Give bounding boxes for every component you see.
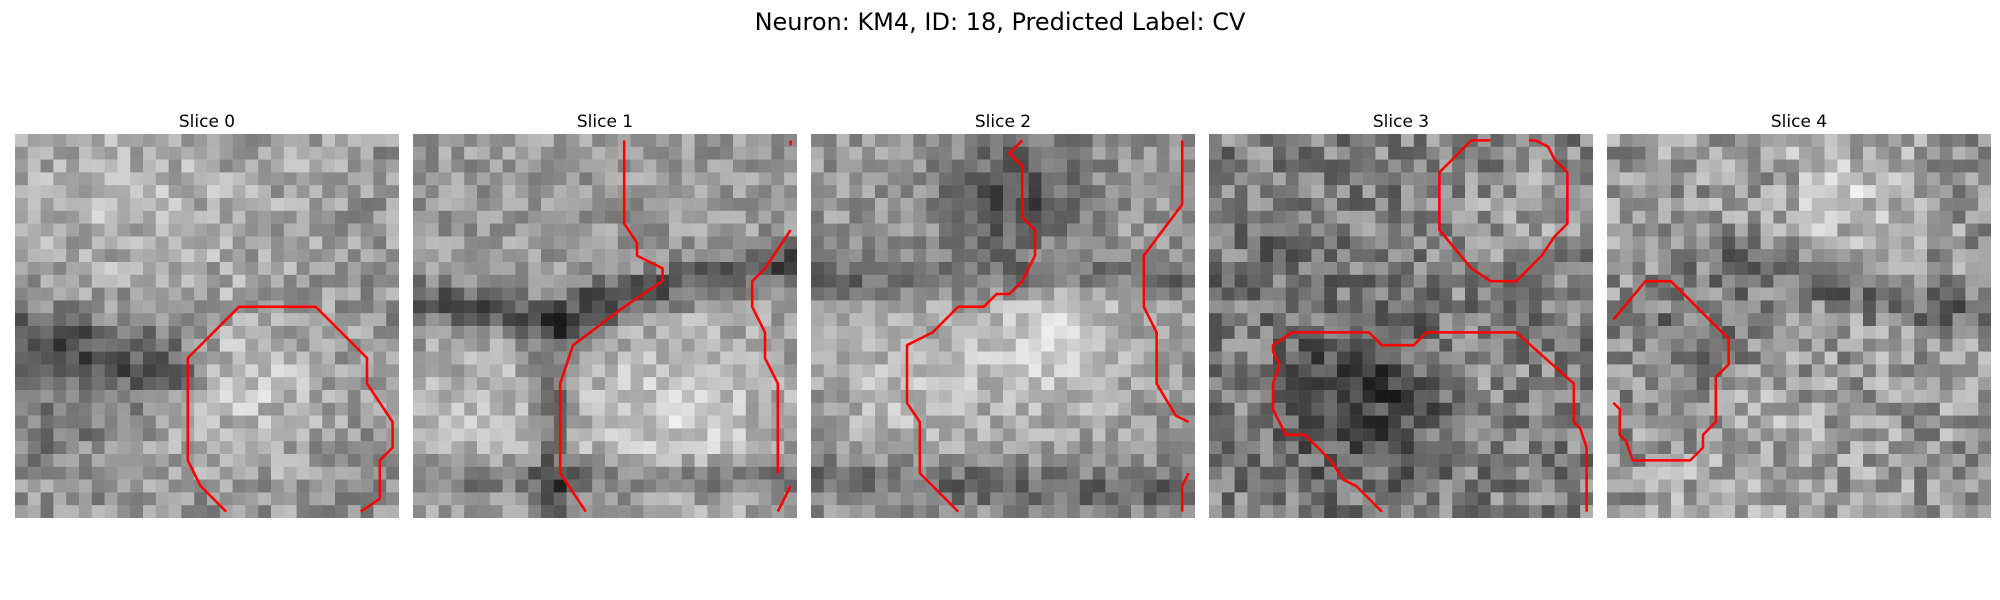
segmentation-contour (1438, 139, 1569, 283)
slice-title: Slice 4 (1770, 112, 1828, 132)
segmentation-contour (558, 140, 664, 513)
slice-title: Slice 3 (1372, 112, 1430, 132)
slice-pixels (1209, 134, 1593, 518)
segmentation-contour (1271, 331, 1588, 513)
slice-panel-0: Slice 0 (15, 110, 399, 518)
slice-panel-4: Slice 4 (1607, 110, 1991, 518)
slice-panel-3: Slice 3 (1209, 110, 1593, 518)
slice-title: Slice 2 (974, 112, 1032, 132)
segmentation-contour (750, 229, 792, 474)
slice-pixels (811, 134, 1195, 518)
segmentation-contour (1142, 140, 1190, 424)
slice-image (811, 134, 1195, 518)
segmentation-contour (1612, 279, 1730, 462)
slice-title: Slice 1 (576, 112, 634, 132)
figure-title: Neuron: KM4, ID: 18, Predicted Label: CV (754, 8, 1246, 36)
slice-panel-2: Slice 2 (811, 110, 1195, 518)
slice-pixels (15, 134, 399, 518)
segmentation-contour (905, 139, 1037, 513)
slice-image (15, 134, 399, 518)
slice-image (1607, 134, 1991, 518)
slice-pixels (413, 134, 797, 518)
slice-panel-1: Slice 1 (413, 110, 797, 518)
slice-image (1209, 134, 1593, 518)
slice-image (413, 134, 797, 518)
slice-title: Slice 0 (178, 112, 236, 132)
slice-pixels (1607, 134, 1991, 518)
segmentation-contour (776, 485, 792, 513)
segmentation-contour (1180, 472, 1190, 512)
segmentation-contour (186, 305, 394, 513)
